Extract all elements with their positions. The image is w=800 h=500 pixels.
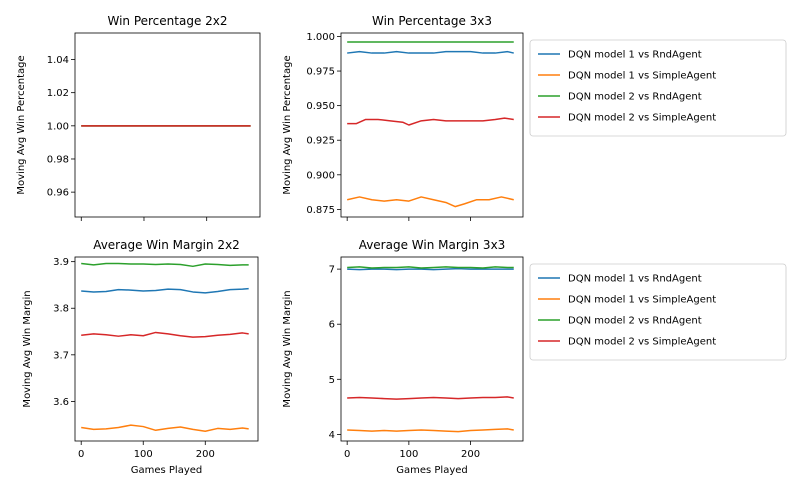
chart-panel-1: 0.96 0.98 1.00 1.02 1.04 Win Percentage 2x2 Mo… (16, 14, 261, 221)
panel-title: Win Percentage 3x3 (372, 14, 492, 28)
y-tick-label: 1.02 (47, 88, 69, 99)
series-line-3 (347, 266, 514, 269)
y-tick-label: 0.875 (306, 205, 335, 216)
y-axis-label: Moving Avg Win Margin (22, 290, 33, 407)
legend-entry-label: DQN model 1 vs SimpleAgent (568, 71, 716, 82)
series-line-2 (81, 424, 249, 432)
y-tick-label: 0.975 (306, 67, 335, 78)
y-tick-label: 0.900 (306, 170, 335, 181)
legend-entry-label: DQN model 1 vs RndAgent (568, 274, 702, 285)
y-tick-label: 1.000 (306, 32, 335, 43)
panel-title: Average Win Margin 3x3 (359, 238, 506, 252)
legend-box (529, 263, 787, 361)
legend-entry-label: DQN model 2 vs SimpleAgent (568, 113, 716, 124)
legend: DQN model 1 vs RndAgent DQN model 1 vs Si… (529, 39, 787, 137)
y-tick-label: 0.98 (47, 154, 69, 165)
x-tick-label: 200 (196, 449, 215, 460)
y-axis-label: Moving Avg Win Margin (282, 290, 293, 407)
y-tick-label: 7 (329, 265, 335, 276)
x-axis-label: Games Played (131, 465, 203, 476)
chart-panel-4: 0 100 200 4 5 6 7 Average Win Margin 3x3 Games P… (282, 238, 787, 476)
legend-entry-label: DQN model 1 vs SimpleAgent (568, 295, 716, 306)
y-tick-label: 3.9 (53, 257, 69, 268)
series-line-1 (347, 267, 514, 271)
x-tick-label: 0 (78, 449, 84, 460)
y-tick-label: 6 (329, 320, 335, 331)
y-tick-label: 4 (329, 430, 335, 441)
axes-frame (340, 256, 524, 442)
panel-title: Win Percentage 2x2 (107, 14, 227, 28)
legend-box (529, 39, 787, 137)
x-tick-label: 100 (399, 449, 418, 460)
axes-frame (74, 32, 261, 218)
x-tick-label: 200 (461, 449, 480, 460)
series-line-4 (347, 117, 514, 126)
y-tick-label: 3.6 (53, 397, 69, 408)
panel-title: Average Win Margin 2x2 (93, 238, 240, 252)
chart-panel-2: 0.875 0.900 0.925 0.950 0.975 1.000 Win Percen… (282, 14, 787, 221)
series-line-1 (347, 50, 514, 54)
x-tick-label: 100 (134, 449, 153, 460)
series-line-4 (347, 396, 514, 400)
x-axis-label: Games Played (396, 465, 468, 476)
legend-entry-label: DQN model 2 vs RndAgent (568, 92, 702, 103)
y-tick-label: 0.950 (306, 101, 335, 112)
y-tick-label: 3.8 (53, 304, 69, 315)
legend-entry-label: DQN model 1 vs RndAgent (568, 50, 702, 61)
legend-entry-label: DQN model 2 vs SimpleAgent (568, 337, 716, 348)
legend: DQN model 1 vs RndAgent DQN model 1 vs Si… (529, 263, 787, 361)
y-tick-label: 0.96 (47, 188, 69, 199)
series-line-2 (347, 196, 514, 208)
y-tick-label: 1.00 (47, 121, 69, 132)
y-tick-label: 0.925 (306, 136, 335, 147)
y-axis-label: Moving Avg Win Percentage (282, 55, 293, 194)
series-line-1 (81, 287, 249, 294)
y-tick-label: 5 (329, 375, 335, 386)
axes-frame (74, 256, 259, 442)
axes-frame (340, 32, 524, 218)
y-tick-label: 1.04 (47, 55, 69, 66)
y-tick-label: 3.7 (53, 350, 69, 361)
y-axis-label: Moving Avg Win Percentage (16, 55, 27, 194)
series-line-3 (81, 262, 249, 268)
chart-panel-3: 0 100 200 3.6 3.7 3.8 3.9 Average Win Margin 2x… (22, 238, 259, 476)
x-tick-label: 0 (344, 449, 350, 460)
series-line-4 (81, 331, 249, 338)
series-line-2 (347, 428, 514, 433)
legend-entry-label: DQN model 2 vs RndAgent (568, 316, 702, 327)
